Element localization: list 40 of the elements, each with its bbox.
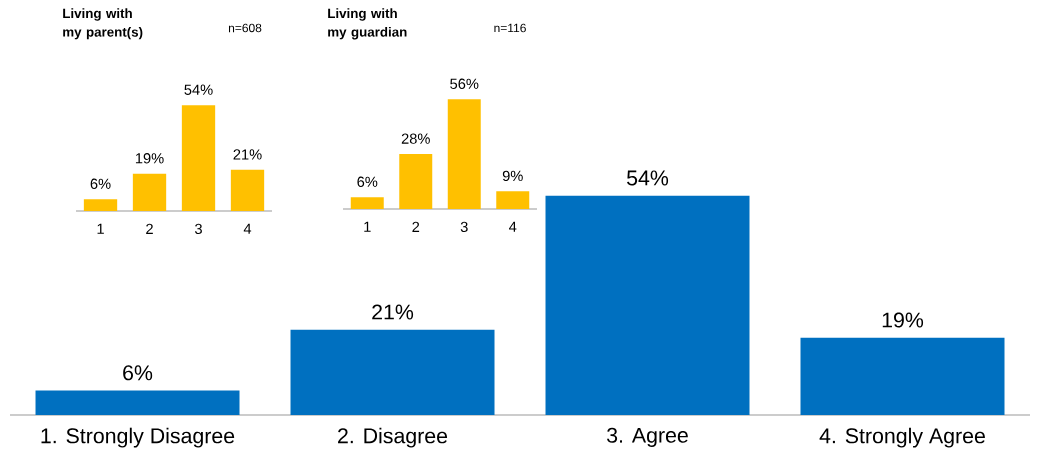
bar — [35, 390, 240, 415]
bar — [83, 199, 118, 211]
bar — [290, 329, 495, 415]
bar — [350, 197, 384, 209]
bar — [447, 99, 481, 209]
text: n=608 — [228, 23, 262, 33]
x-tick-label: 4 — [243, 223, 252, 234]
chart-title: Living with my parent(s) — [63, 8, 143, 40]
data-label: 54% — [184, 84, 213, 95]
bar — [132, 173, 167, 211]
data-label: 19% — [882, 312, 924, 328]
data-label: 9% — [502, 170, 523, 182]
x-tick-label: 1 — [97, 223, 104, 234]
bar — [545, 195, 750, 415]
data-label: 6% — [123, 365, 153, 381]
x-tick-label: 4 — [509, 221, 517, 232]
bar — [399, 154, 433, 209]
x-tick-label: 1 — [364, 221, 371, 232]
data-label: 21% — [372, 304, 414, 320]
x-tick-label: 2 — [146, 223, 153, 234]
data-label: 54% — [627, 170, 669, 186]
data-label: 21% — [233, 149, 262, 160]
bar — [496, 191, 530, 209]
data-label: 6% — [357, 176, 378, 187]
data-label: 19% — [135, 153, 164, 164]
bar — [230, 169, 265, 211]
x-tick-label: 2. Disagree — [338, 427, 448, 448]
data-label: 6% — [90, 178, 111, 189]
x-tick-label: 3 — [460, 221, 468, 233]
x-tick-label: 3 — [195, 223, 202, 235]
x-tick-label: 2 — [412, 221, 420, 232]
bar — [800, 337, 1005, 415]
data-label: 56% — [450, 78, 479, 89]
data-label: 28% — [401, 133, 430, 144]
bar — [181, 105, 216, 211]
chart-title: Living with my guardian — [328, 8, 407, 40]
x-tick-label: 3. Agree — [607, 427, 688, 448]
x-tick-label: 1. Strongly Disagree — [41, 427, 235, 448]
text: n=116 — [494, 23, 526, 33]
x-tick-label: 4. Strongly Agree — [819, 427, 985, 448]
